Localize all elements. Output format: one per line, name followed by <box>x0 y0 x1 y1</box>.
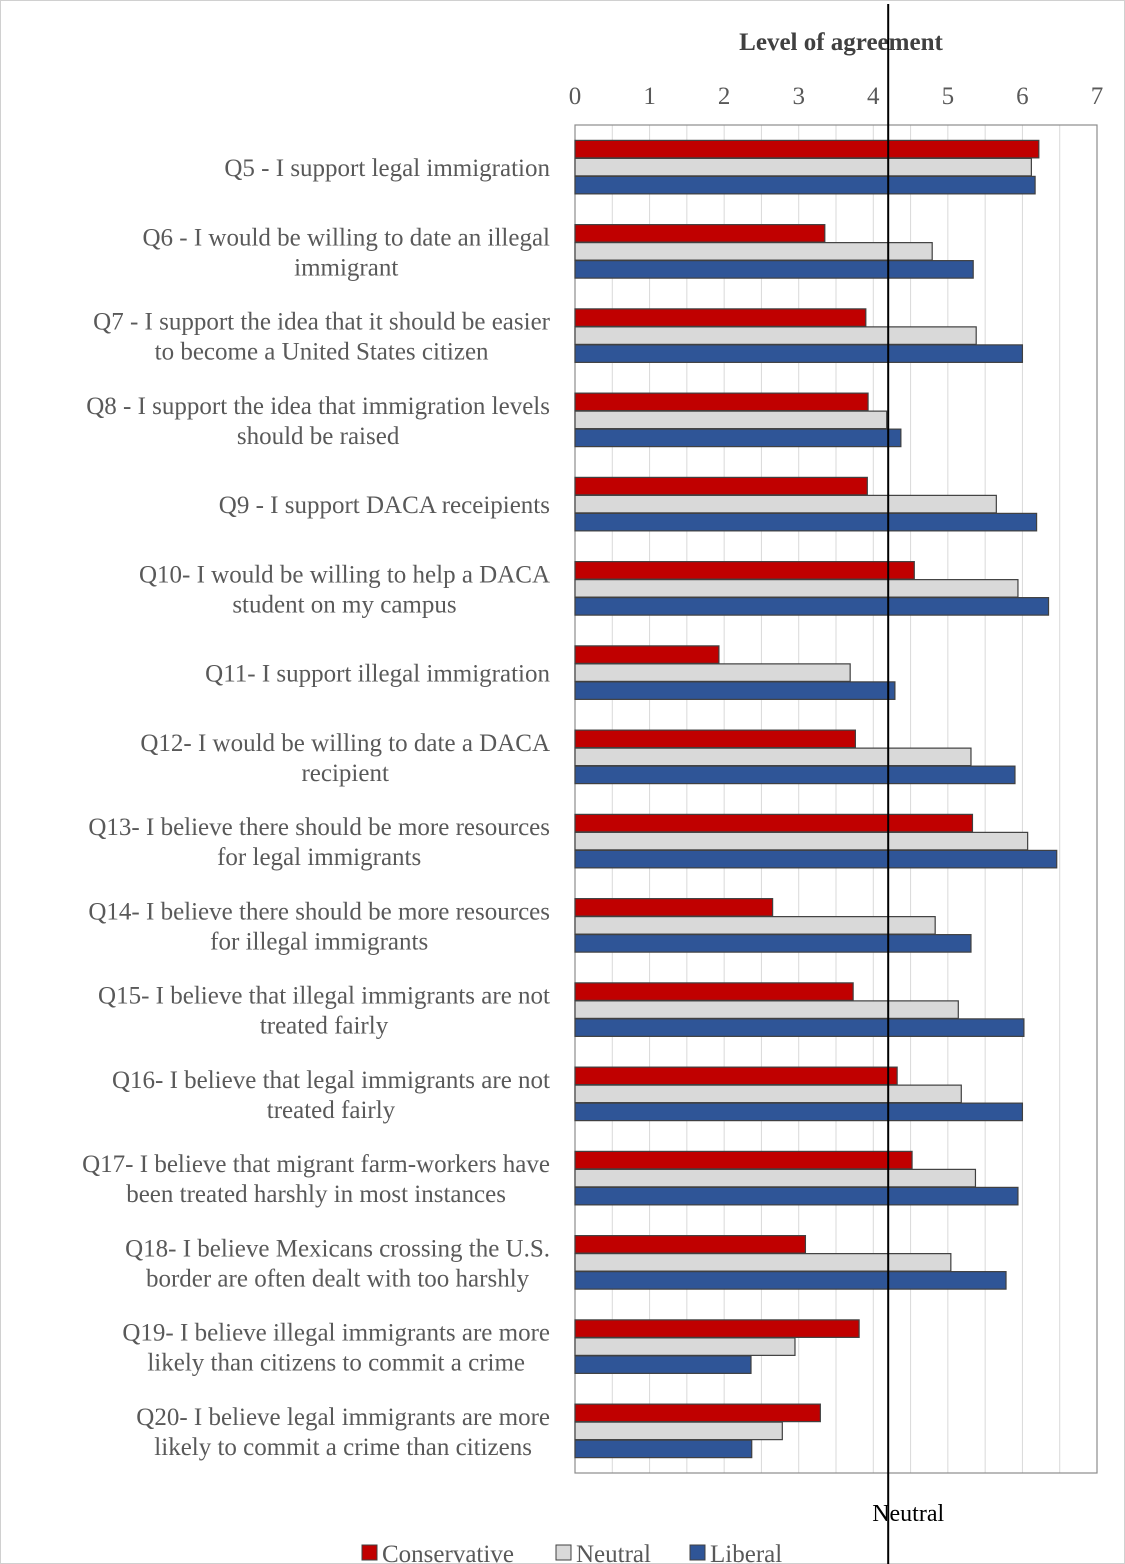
bar-liberal <box>574 428 902 448</box>
category-label: Q11- I support illegal immigration <box>205 661 550 688</box>
bar-conservative <box>574 224 826 243</box>
bar-neutral <box>574 157 1032 177</box>
bar-conservative <box>574 645 720 664</box>
x-tick-label: 4 <box>867 83 880 110</box>
category-label: Q8 - I support the idea that immigration… <box>86 393 550 450</box>
x-tick-label: 2 <box>718 83 731 110</box>
legend-swatch-neutral <box>555 1544 572 1561</box>
bar-liberal <box>574 849 1058 869</box>
bars <box>574 139 1058 1459</box>
x-tick-label: 5 <box>942 83 955 110</box>
bar-conservative <box>574 1403 821 1423</box>
bar-liberal <box>574 765 1016 785</box>
category-label: Q15- I believe that illegal immigrants a… <box>98 983 550 1040</box>
bar-conservative <box>574 561 915 580</box>
category-label: Q9 - I support DACA receipients <box>219 492 550 519</box>
x-tick-label: 7 <box>1091 83 1104 110</box>
bar-neutral <box>574 1084 962 1104</box>
bar-liberal <box>574 1018 1025 1037</box>
bar-liberal <box>574 1271 1007 1290</box>
bar-conservative <box>574 898 774 917</box>
bar-liberal <box>574 597 1050 616</box>
x-tick-label: 3 <box>792 83 805 110</box>
category-label: Q12- I would be willing to date a DACA re… <box>140 730 550 787</box>
category-label: Q14- I believe there should be more reso… <box>88 898 550 955</box>
bar-conservative <box>574 476 868 496</box>
legend-swatch-conservative <box>361 1544 378 1561</box>
legend-label-liberal: Liberal <box>710 1541 782 1564</box>
bar-liberal <box>574 1355 752 1374</box>
bar-liberal <box>574 1186 1019 1206</box>
bar-conservative <box>574 813 974 833</box>
category-label: Q13- I believe there should be more reso… <box>88 814 550 871</box>
bar-neutral <box>574 326 977 345</box>
category-label: Q7 - I support the idea that it should b… <box>93 309 550 366</box>
category-label: Q5 - I support legal immigration <box>224 155 550 182</box>
bar-conservative <box>574 1150 913 1170</box>
bar-neutral <box>574 831 1029 851</box>
bar-liberal <box>574 175 1036 195</box>
bar-neutral <box>574 747 972 767</box>
bar-conservative <box>574 982 854 1001</box>
bar-neutral <box>574 1000 959 1019</box>
bar-conservative <box>574 729 856 749</box>
bar-liberal <box>574 1102 1024 1122</box>
neutral-reference-label: Neutral <box>872 1501 944 1527</box>
x-axis-tick-labels: 0 1 2 3 4 5 6 7 <box>569 83 1104 110</box>
bar-neutral <box>574 1253 952 1272</box>
bar-liberal <box>574 260 974 279</box>
bar-conservative <box>574 308 867 327</box>
legend-swatch-liberal <box>689 1544 706 1561</box>
category-label: Q16- I believe that legal immigrants are… <box>112 1067 550 1124</box>
legend: Conservative Neutral Liberal <box>361 1541 782 1564</box>
bar-neutral <box>574 242 933 261</box>
bar-conservative <box>574 1319 860 1338</box>
bar-neutral <box>574 1168 977 1188</box>
bar-liberal <box>574 934 972 953</box>
plot-area-frame <box>574 124 1098 1474</box>
category-label: Q10- I would be willing to help a DACA st… <box>139 561 550 618</box>
bar-conservative <box>574 1066 898 1086</box>
bar-liberal <box>574 512 1038 532</box>
legend-label-conservative: Conservative <box>382 1541 514 1564</box>
x-tick-label: 6 <box>1016 83 1029 110</box>
x-tick-label: 0 <box>569 83 582 110</box>
category-label: Q6 - I would be willing to date an illeg… <box>142 224 550 281</box>
bar-liberal <box>574 681 896 700</box>
bar-neutral <box>574 916 936 935</box>
category-labels: Q5 - I support legal immigration Q6 - I w… <box>82 155 551 1461</box>
bar-neutral <box>574 494 997 514</box>
bar-conservative <box>574 139 1040 159</box>
bar-conservative <box>574 1235 807 1254</box>
bar-liberal <box>574 1439 753 1459</box>
legend-label-neutral: Neutral <box>576 1541 651 1564</box>
bar-neutral <box>574 1421 783 1441</box>
bar-neutral <box>574 1337 796 1356</box>
axis-title: Level of agreement <box>739 29 943 56</box>
bar-conservative <box>574 392 869 412</box>
bar-neutral <box>574 410 888 430</box>
category-label: Q17- I believe that migrant farm-workers… <box>82 1151 550 1208</box>
category-label: Q18- I believe Mexicans crossing the U.S… <box>125 1235 550 1292</box>
category-label: Q20- I believe legal immigrants are more… <box>136 1404 550 1461</box>
bar-neutral <box>574 579 1019 598</box>
category-label: Q19- I believe illegal immigrants are mo… <box>122 1320 550 1377</box>
bar-liberal <box>574 344 1024 363</box>
bar-neutral <box>574 663 851 682</box>
x-tick-label: 1 <box>643 83 656 110</box>
